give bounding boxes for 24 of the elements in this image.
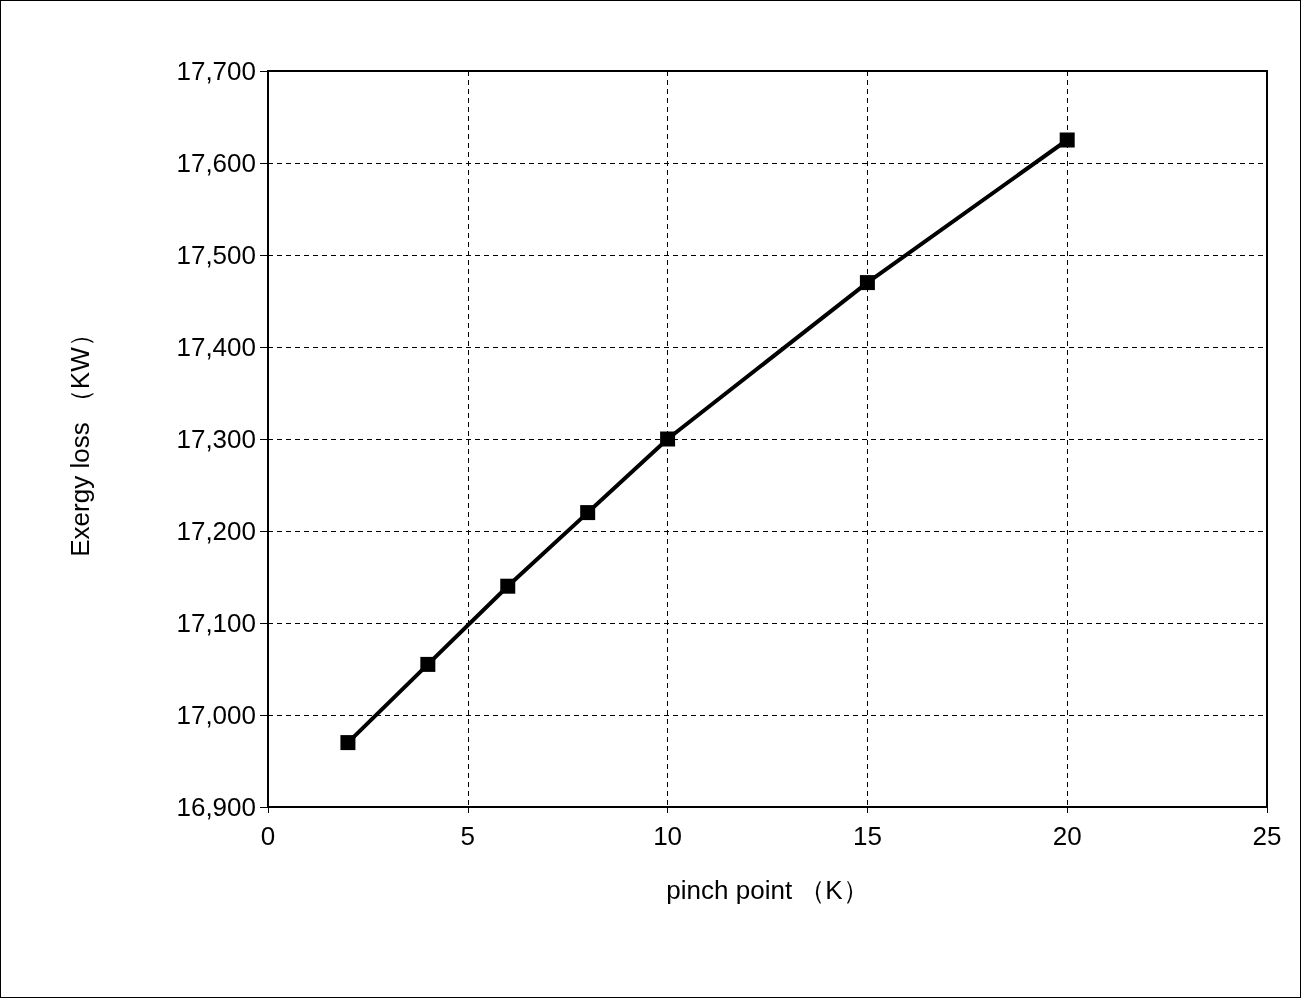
y-tick-label: 17,300: [176, 424, 256, 454]
x-tick-label: 20: [1052, 821, 1082, 851]
x-axis-title: pinch point （K）: [666, 875, 869, 905]
x-tick-label: 25: [1252, 821, 1282, 851]
x-tick-label: 5: [460, 821, 476, 851]
y-axis-title: Exergy loss （KW）: [65, 321, 95, 557]
x-tick-label: 15: [852, 821, 882, 851]
point: [340, 735, 356, 751]
point: [660, 431, 676, 447]
y-tick-label: 17,400: [176, 332, 256, 362]
y-tick-label: 16,900: [176, 792, 256, 822]
y-tick-label: 17,700: [176, 56, 256, 86]
point: [420, 656, 436, 672]
x-tick-label: 10: [653, 821, 683, 851]
point: [500, 578, 516, 594]
y-tick-label: 17,200: [176, 516, 256, 546]
point: [859, 275, 875, 291]
y-tick-label: 17,600: [176, 148, 256, 178]
point: [580, 505, 596, 521]
y-tick-label: 17,000: [176, 700, 256, 730]
point: [1059, 132, 1075, 148]
y-tick-label: 17,500: [176, 240, 256, 270]
y-tick-label: 17,100: [176, 608, 256, 638]
x-tick-label: 0: [260, 821, 276, 851]
